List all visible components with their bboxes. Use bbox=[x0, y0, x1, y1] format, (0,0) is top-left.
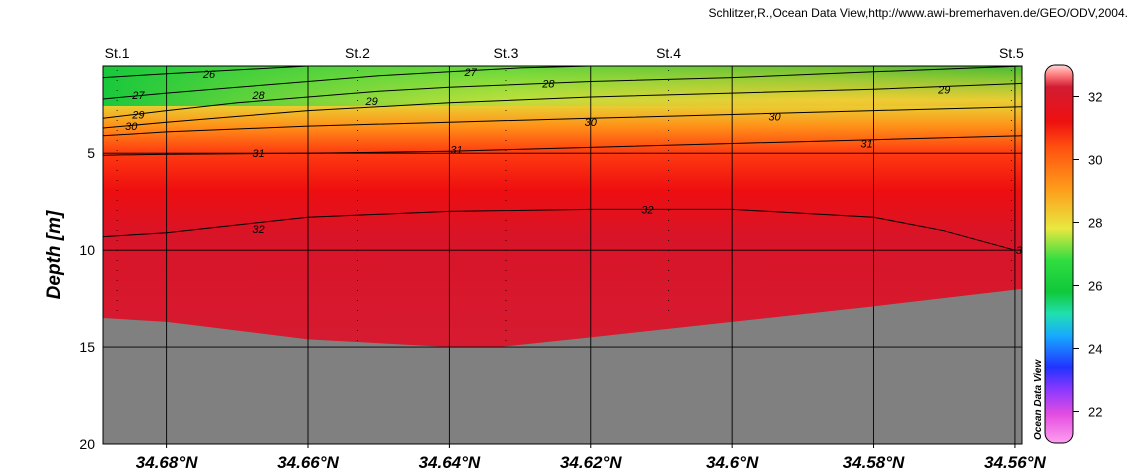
station-label: St.2 bbox=[345, 45, 370, 61]
contour-line-27 bbox=[103, 66, 591, 100]
colorbar-scale bbox=[1044, 64, 1074, 444]
contour-label-31: 31 bbox=[450, 144, 462, 156]
field-surface-shading bbox=[103, 66, 1022, 106]
x-tick-label: 34.68°N bbox=[136, 453, 198, 472]
plot-frame bbox=[102, 65, 1023, 445]
x-tick-label: 34.58°N bbox=[843, 453, 905, 472]
station-label: St.1 bbox=[105, 45, 130, 61]
y-tick-label: 5 bbox=[87, 145, 95, 161]
seafloor-area bbox=[103, 288, 1022, 444]
contour-label-32: 32 bbox=[252, 224, 264, 236]
x-tick-label: 34.56°N bbox=[984, 453, 1046, 472]
y-axis-label: Depth [m] bbox=[44, 210, 65, 299]
stations: St.1 St.2 St.3 St.4 St.5 bbox=[105, 45, 1024, 346]
contour-line-28 bbox=[103, 66, 1022, 119]
colorbar-tick-label: 26 bbox=[1088, 279, 1102, 294]
contour-line-30 bbox=[103, 106, 1022, 137]
x-tick-label: 34.66°N bbox=[277, 453, 339, 472]
credit-text: Schlitzer,R.,Ocean Data View,http://www.… bbox=[708, 6, 1128, 20]
colorbar-tick-label: 24 bbox=[1088, 342, 1102, 357]
station-label: St.5 bbox=[999, 45, 1024, 61]
contour-label-27: 27 bbox=[131, 90, 145, 102]
x-axis: 34.68°N 34.66°N 34.64°N 34.62°N 34.6°N 34.58°… bbox=[136, 444, 1046, 472]
y-tick-label: 20 bbox=[79, 436, 95, 452]
grid bbox=[103, 66, 1022, 444]
colorbar-ticks: 22 24 26 28 30 32 bbox=[1073, 90, 1102, 420]
y-tick-label: 15 bbox=[79, 339, 95, 355]
x-tick-label: 34.6°N bbox=[706, 453, 759, 472]
contour-label-26: 26 bbox=[202, 69, 216, 81]
contour-line-29 bbox=[103, 82, 1022, 129]
contour-line-32 bbox=[103, 208, 1016, 251]
colorbar-tick-label: 32 bbox=[1088, 90, 1102, 105]
colorbar: 22 24 26 28 30 32 Ocean Data View bbox=[1033, 64, 1102, 444]
contour-label-30: 30 bbox=[768, 111, 781, 123]
contour-label-29: 29 bbox=[365, 96, 378, 108]
contour-line-31 bbox=[103, 135, 1022, 156]
contour-label-29: 29 bbox=[131, 109, 144, 121]
contour-line-26 bbox=[103, 66, 309, 79]
odv-watermark: Ocean Data View bbox=[1033, 359, 1044, 440]
contour-label-27: 27 bbox=[463, 67, 477, 79]
x-tick-label: 34.62°N bbox=[560, 453, 622, 472]
contour-label-30: 30 bbox=[125, 121, 138, 133]
colorbar-tick-label: 30 bbox=[1088, 153, 1102, 168]
station-label: St.3 bbox=[493, 45, 518, 61]
colorbar-tick-label: 22 bbox=[1088, 405, 1102, 420]
station-label: St.4 bbox=[656, 45, 681, 61]
contour-label-31: 31 bbox=[252, 148, 264, 160]
y-tick-label: 10 bbox=[79, 242, 95, 258]
y-axis: 5 10 15 20 bbox=[79, 145, 95, 452]
contour-label-28: 28 bbox=[541, 78, 555, 90]
contour-label-31: 31 bbox=[860, 139, 872, 151]
seafloor bbox=[103, 288, 1022, 444]
colorbar-tick-label: 28 bbox=[1088, 216, 1102, 231]
contour-label-29: 29 bbox=[937, 84, 950, 96]
contour-label-30: 30 bbox=[585, 117, 598, 129]
x-tick-label: 34.64°N bbox=[419, 453, 481, 472]
contour-label-28: 28 bbox=[251, 90, 265, 102]
contour-label-32: 32 bbox=[641, 204, 653, 216]
contour-label-32: 32 bbox=[1016, 245, 1028, 257]
